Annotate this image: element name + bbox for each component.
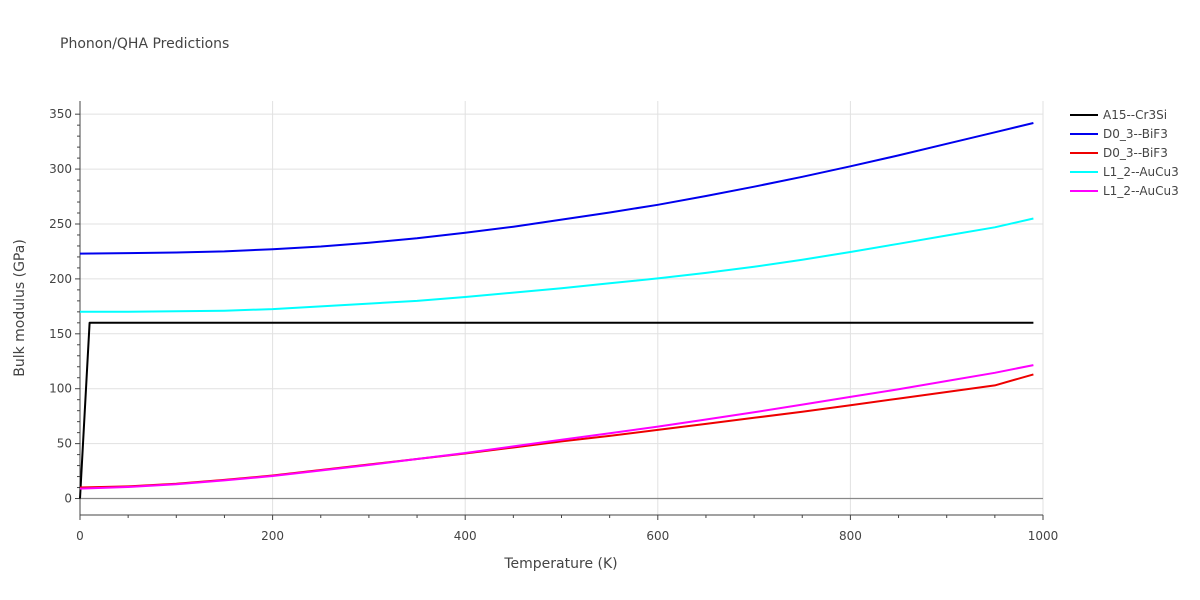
legend-item-2[interactable]: D0_3--BiF3: [1070, 127, 1168, 141]
series-line-2: [79, 122, 1034, 255]
x-tick-label: 1000: [1028, 529, 1059, 543]
legend-label: D0_3--BiF3: [1103, 146, 1168, 160]
legend-item-1[interactable]: A15--Cr3Si: [1070, 108, 1167, 122]
x-tick-label: 800: [839, 529, 862, 543]
y-tick-label: 250: [49, 217, 72, 231]
series-line-5: [79, 364, 1034, 490]
chart-title: Phonon/QHA Predictions: [60, 36, 230, 52]
x-tick-label: 600: [646, 529, 669, 543]
legend-item-3[interactable]: D0_3--BiF3: [1070, 146, 1168, 160]
grid-layer: [80, 101, 1044, 515]
y-tick-label: 200: [49, 272, 72, 286]
series-line-4: [80, 217, 1034, 313]
legend-label: A15--Cr3Si: [1103, 108, 1167, 122]
y-tick-label: 350: [49, 107, 72, 121]
y-axis-title: Bulk modulus (GPa): [12, 239, 28, 377]
legend-label: D0_3--BiF3: [1103, 127, 1168, 141]
series-layer: [79, 122, 1034, 499]
x-axis-title: Temperature (K): [503, 556, 617, 572]
legend-label: L1_2--AuCu3: [1103, 165, 1179, 179]
legend-item-5[interactable]: L1_2--AuCu3: [1070, 184, 1179, 198]
y-tick-label: 150: [49, 327, 72, 341]
y-tick-label: 0: [64, 492, 72, 506]
legend-label: L1_2--AuCu3: [1103, 184, 1179, 198]
x-tick-label: 0: [76, 529, 84, 543]
axes-layer: 0 200 400 600 800 1000 0 50 100 150 200 250 300 350: [49, 101, 1058, 543]
y-tick-label: 100: [49, 382, 72, 396]
legend-item-4[interactable]: L1_2--AuCu3: [1070, 165, 1179, 179]
x-tick-label: 200: [261, 529, 284, 543]
y-tick-label: 300: [49, 162, 72, 176]
x-tick-label: 400: [454, 529, 477, 543]
y-tick-label: 50: [57, 437, 72, 451]
series-line-1: [79, 321, 1034, 499]
legend[interactable]: A15--Cr3Si D0_3--BiF3 D0_3--BiF3 L1_2--AuCu…: [1070, 108, 1179, 198]
